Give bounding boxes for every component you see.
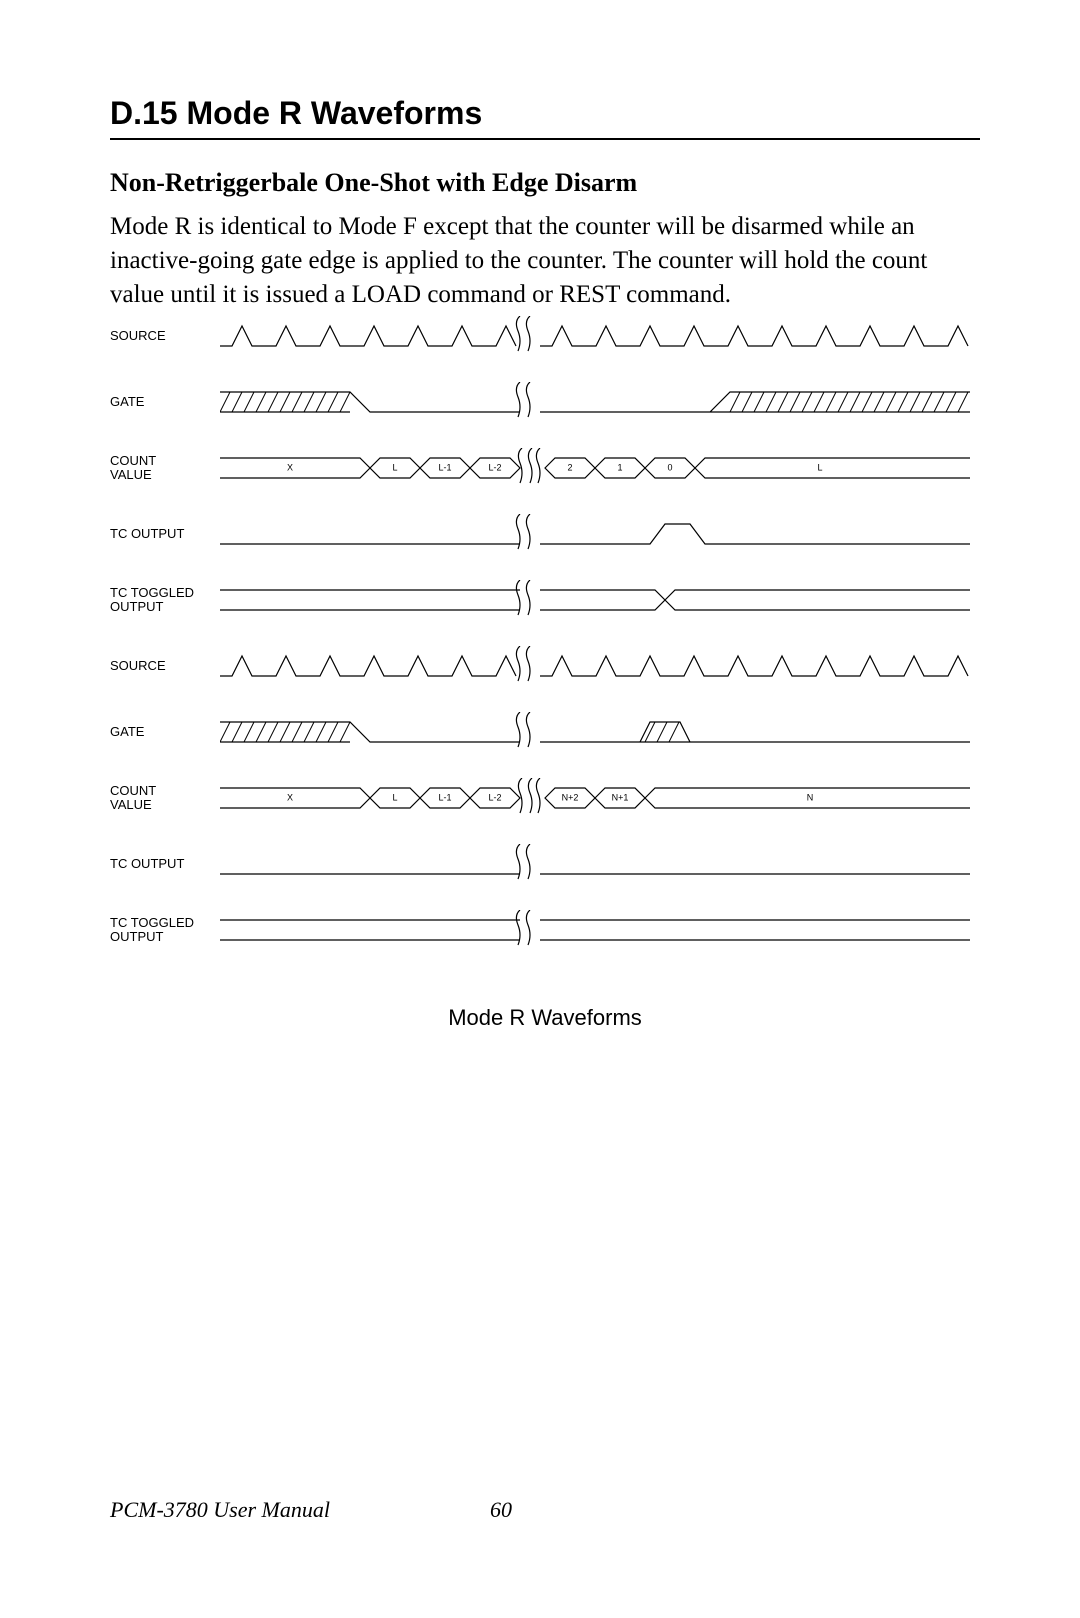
- svg-text:1: 1: [617, 463, 622, 473]
- label-tc-toggled-2: TC TOGGLEDOUTPUT: [110, 916, 220, 945]
- sub-heading: Non-Retriggerbale One-Shot with Edge Dis…: [110, 168, 980, 198]
- svg-text:L: L: [817, 463, 822, 473]
- svg-text:L-2: L-2: [488, 793, 501, 803]
- tc-output-waveform-2: [220, 844, 980, 884]
- svg-text:L: L: [392, 793, 397, 803]
- label-source: SOURCE: [110, 329, 220, 343]
- tc-toggled-waveform-2: [220, 910, 980, 950]
- source-waveform-1: [220, 316, 980, 356]
- footer-page-number: 60: [490, 1497, 512, 1523]
- svg-text:L-2: L-2: [488, 463, 501, 473]
- gate-waveform-2: [220, 712, 980, 752]
- label-gate: GATE: [110, 395, 220, 409]
- svg-text:X: X: [287, 463, 293, 473]
- body-paragraph: Mode R is identical to Mode F except tha…: [110, 210, 980, 311]
- svg-text:L-1: L-1: [438, 793, 451, 803]
- label-tc-output-2: TC OUTPUT: [110, 857, 220, 871]
- label-gate-2: GATE: [110, 725, 220, 739]
- label-source-2: SOURCE: [110, 659, 220, 673]
- svg-text:N+1: N+1: [612, 793, 629, 803]
- gate-waveform-1: [220, 382, 980, 422]
- svg-text:L-1: L-1: [438, 463, 451, 473]
- label-tc-output: TC OUTPUT: [110, 527, 220, 541]
- tc-output-waveform-1: [220, 514, 980, 554]
- page-footer: PCM-3780 User Manual 60: [110, 1497, 980, 1523]
- svg-text:X: X: [287, 793, 293, 803]
- figure-caption: Mode R Waveforms: [110, 1005, 980, 1031]
- count-value-waveform-1: X L L-1 L-2 2 1 0: [220, 448, 980, 488]
- label-count-value-2: COUNTVALUE: [110, 784, 220, 813]
- label-count-value: COUNTVALUE: [110, 454, 220, 483]
- source-waveform-2: [220, 646, 980, 686]
- waveform-diagram-2: SOURCE GATE: [110, 651, 980, 945]
- svg-text:2: 2: [567, 463, 572, 473]
- footer-manual-name: PCM-3780 User Manual: [110, 1497, 490, 1523]
- svg-text:N+2: N+2: [562, 793, 579, 803]
- svg-text:0: 0: [667, 463, 672, 473]
- count-value-waveform-2: X L L-1 L-2 N+2 N+1 N: [220, 778, 980, 818]
- svg-text:N: N: [807, 793, 814, 803]
- section-heading: D.15 Mode R Waveforms: [110, 95, 980, 140]
- tc-toggled-waveform-1: [220, 580, 980, 620]
- waveform-diagram-1: SOURCE GATE: [110, 321, 980, 615]
- svg-text:L: L: [392, 463, 397, 473]
- label-tc-toggled: TC TOGGLEDOUTPUT: [110, 586, 220, 615]
